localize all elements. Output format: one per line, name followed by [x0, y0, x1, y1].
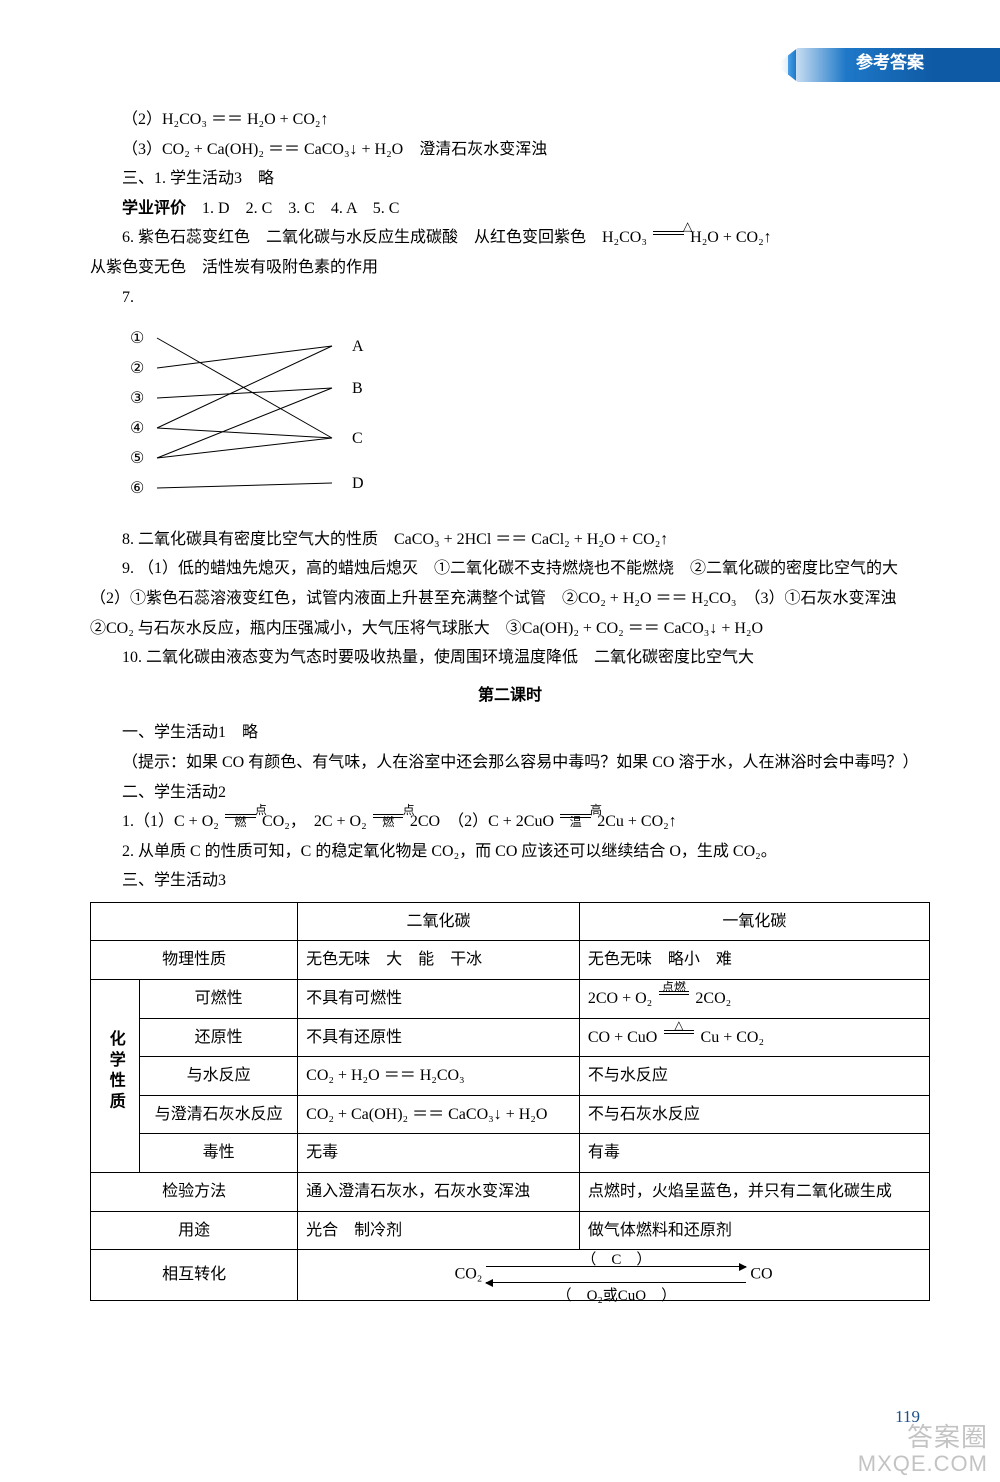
table-row: 毒性 无毒 有毒 — [91, 1134, 930, 1173]
redu-co: CO + CuO △ Cu + CO₂ — [579, 1018, 929, 1057]
svg-text:A: A — [352, 338, 364, 355]
line-3: （3）CO₂ + Ca(OH)₂ ＝＝ CaCO₃↓ + H₂O 澄清石灰水变浑… — [90, 135, 930, 165]
eq-gaowen: 高温 — [558, 814, 593, 830]
properties-table: 二氧化碳 一氧化碳 物理性质 无色无味 大 能 干冰 无色无味 略小 难 化学性… — [90, 902, 930, 1301]
line-xueye: 学业评价 1. D 2. C 3. C 4. A 5. C — [90, 194, 930, 224]
table-row: 用途 光合 制冷剂 做气体燃料和还原剂 — [91, 1211, 930, 1250]
table-row: 化学性质 可燃性 不具有可燃性 2CO + O₂ 点燃 2CO₂ — [91, 980, 930, 1019]
th-empty — [91, 902, 298, 941]
water-co: 不与水反应 — [579, 1057, 929, 1096]
header-ribbon: 参考答案 — [780, 48, 1000, 82]
detect-co: 点燃时，火焰呈蓝色，并只有二氧化碳生成 — [579, 1173, 929, 1212]
svg-text:③: ③ — [130, 390, 144, 407]
table-row: 相互转化 CO₂ （ C ） （ O₂或CuO ） CO — [91, 1250, 930, 1301]
table-row: 与澄清石灰水反应 CO₂ + Ca(OH)₂ ＝＝ CaCO₃↓ + H₂O 不… — [91, 1095, 930, 1134]
page: 参考答案 （2）H₂CO₃ ＝＝ H₂O + CO₂↑ （3）CO₂ + Ca(… — [0, 0, 1000, 1482]
water-co2: CO₂ + H₂O ＝＝ H₂CO₃ — [298, 1057, 580, 1096]
comb-co: 2CO + O₂ 点燃 2CO₂ — [579, 980, 929, 1019]
s2: （提示：如果 CO 有颜色、有气味，人在浴室中还会那么容易中毒吗？如果 CO 溶… — [90, 748, 930, 778]
line-6: 6. 紫色石蕊变红色 二氧化碳与水反应生成碳酸 从红色变回紫色 H₂CO₃ △ … — [90, 223, 930, 253]
use-co2: 光合 制冷剂 — [298, 1211, 580, 1250]
row-lime-label: 与澄清石灰水反应 — [140, 1095, 298, 1134]
line-10: 10. 二氧化碳由液态变为气态时要吸收热量，使周围环境温度降低 二氧化碳密度比空… — [90, 643, 930, 673]
row-phys-label: 物理性质 — [91, 941, 298, 980]
svg-text:B: B — [352, 380, 363, 397]
row-conv-label: 相互转化 — [91, 1250, 298, 1301]
svg-text:②: ② — [130, 360, 144, 377]
line-san: 三、1. 学生活动3 略 — [90, 164, 930, 194]
line-6b: 从紫色变无色 活性炭有吸附色素的作用 — [90, 253, 930, 283]
conv-cell: CO₂ （ C ） （ O₂或CuO ） CO — [298, 1250, 930, 1301]
s5: 2. 从单质 C 的性质可知，C 的稳定氧化物是 CO₂，而 CO 应该还可以继… — [90, 837, 930, 867]
phys-co2: 无色无味 大 能 干冰 — [298, 941, 580, 980]
watermark: 答案圈 MXQE.COM — [858, 1423, 988, 1476]
svg-text:⑤: ⑤ — [130, 450, 144, 467]
conversion-arrow: （ C ） （ O₂或CuO ） — [486, 1258, 746, 1292]
s1: 一、学生活动1 略 — [90, 718, 930, 748]
use-co: 做气体燃料和还原剂 — [579, 1211, 929, 1250]
eq-dianran-1: 点燃 — [223, 814, 258, 830]
s6: 三、学生活动3 — [90, 866, 930, 896]
detect-co2: 通入澄清石灰水，石灰水变浑浊 — [298, 1173, 580, 1212]
comb-co2: 不具有可燃性 — [298, 980, 580, 1019]
eq-dianran-2: 点燃 — [371, 814, 406, 830]
svg-text:D: D — [352, 475, 364, 492]
table-row: 还原性 不具有还原性 CO + CuO △ Cu + CO₂ — [91, 1018, 930, 1057]
line-8: 8. 二氧化碳具有密度比空气大的性质 CaCO₃ + 2HCl ＝＝ CaCl₂… — [90, 525, 930, 555]
svg-text:⑥: ⑥ — [130, 480, 144, 497]
table-head-row: 二氧化碳 一氧化碳 — [91, 902, 930, 941]
row-detect-label: 检验方法 — [91, 1173, 298, 1212]
redu-co2: 不具有还原性 — [298, 1018, 580, 1057]
s4: 1.（1）C + O₂ 点燃 CO₂， 2C + O₂ 点燃 2CO （2）C … — [90, 807, 930, 837]
row-water-label: 与水反应 — [140, 1057, 298, 1096]
diagram-svg: ① ② ③ ④ ⑤ ⑥ A B C D — [122, 318, 382, 508]
row-comb-label: 可燃性 — [140, 980, 298, 1019]
row-tox-label: 毒性 — [140, 1134, 298, 1173]
s3: 二、学生活动2 — [90, 778, 930, 808]
eq-delta-1: △ — [651, 231, 686, 247]
table-row: 物理性质 无色无味 大 能 干冰 无色无味 略小 难 — [91, 941, 930, 980]
table-row: 检验方法 通入澄清石灰水，石灰水变浑浊 点燃时，火焰呈蓝色，并只有二氧化碳生成 — [91, 1173, 930, 1212]
svg-text:④: ④ — [130, 420, 144, 437]
matching-diagram: ① ② ③ ④ ⑤ ⑥ A B C D — [122, 318, 930, 519]
th-co: 一氧化碳 — [579, 902, 929, 941]
row-chem-label: 化学性质 — [91, 980, 140, 1173]
th-co2: 二氧化碳 — [298, 902, 580, 941]
line-2: （2）H₂CO₃ ＝＝ H₂O + CO₂↑ — [90, 105, 930, 135]
header-title: 参考答案 — [856, 53, 924, 72]
row-redu-label: 还原性 — [140, 1018, 298, 1057]
lime-co2: CO₂ + Ca(OH)₂ ＝＝ CaCO₃↓ + H₂O — [298, 1095, 580, 1134]
line-9: 9. （1）低的蜡烛先熄灭，高的蜡烛后熄灭 ①二氧化碳不支持燃烧也不能燃烧 ②二… — [90, 554, 930, 643]
table-row: 与水反应 CO₂ + H₂O ＝＝ H₂CO₃ 不与水反应 — [91, 1057, 930, 1096]
phys-co: 无色无味 略小 难 — [579, 941, 929, 980]
svg-text:①: ① — [130, 330, 144, 347]
lime-co: 不与石灰水反应 — [579, 1095, 929, 1134]
svg-text:C: C — [352, 430, 363, 447]
line-7: 7. — [90, 283, 930, 313]
row-use-label: 用途 — [91, 1211, 298, 1250]
section-2-title: 第二课时 — [90, 681, 930, 711]
content: （2）H₂CO₃ ＝＝ H₂O + CO₂↑ （3）CO₂ + Ca(OH)₂ … — [90, 105, 930, 1301]
tox-co2: 无毒 — [298, 1134, 580, 1173]
tox-co: 有毒 — [579, 1134, 929, 1173]
